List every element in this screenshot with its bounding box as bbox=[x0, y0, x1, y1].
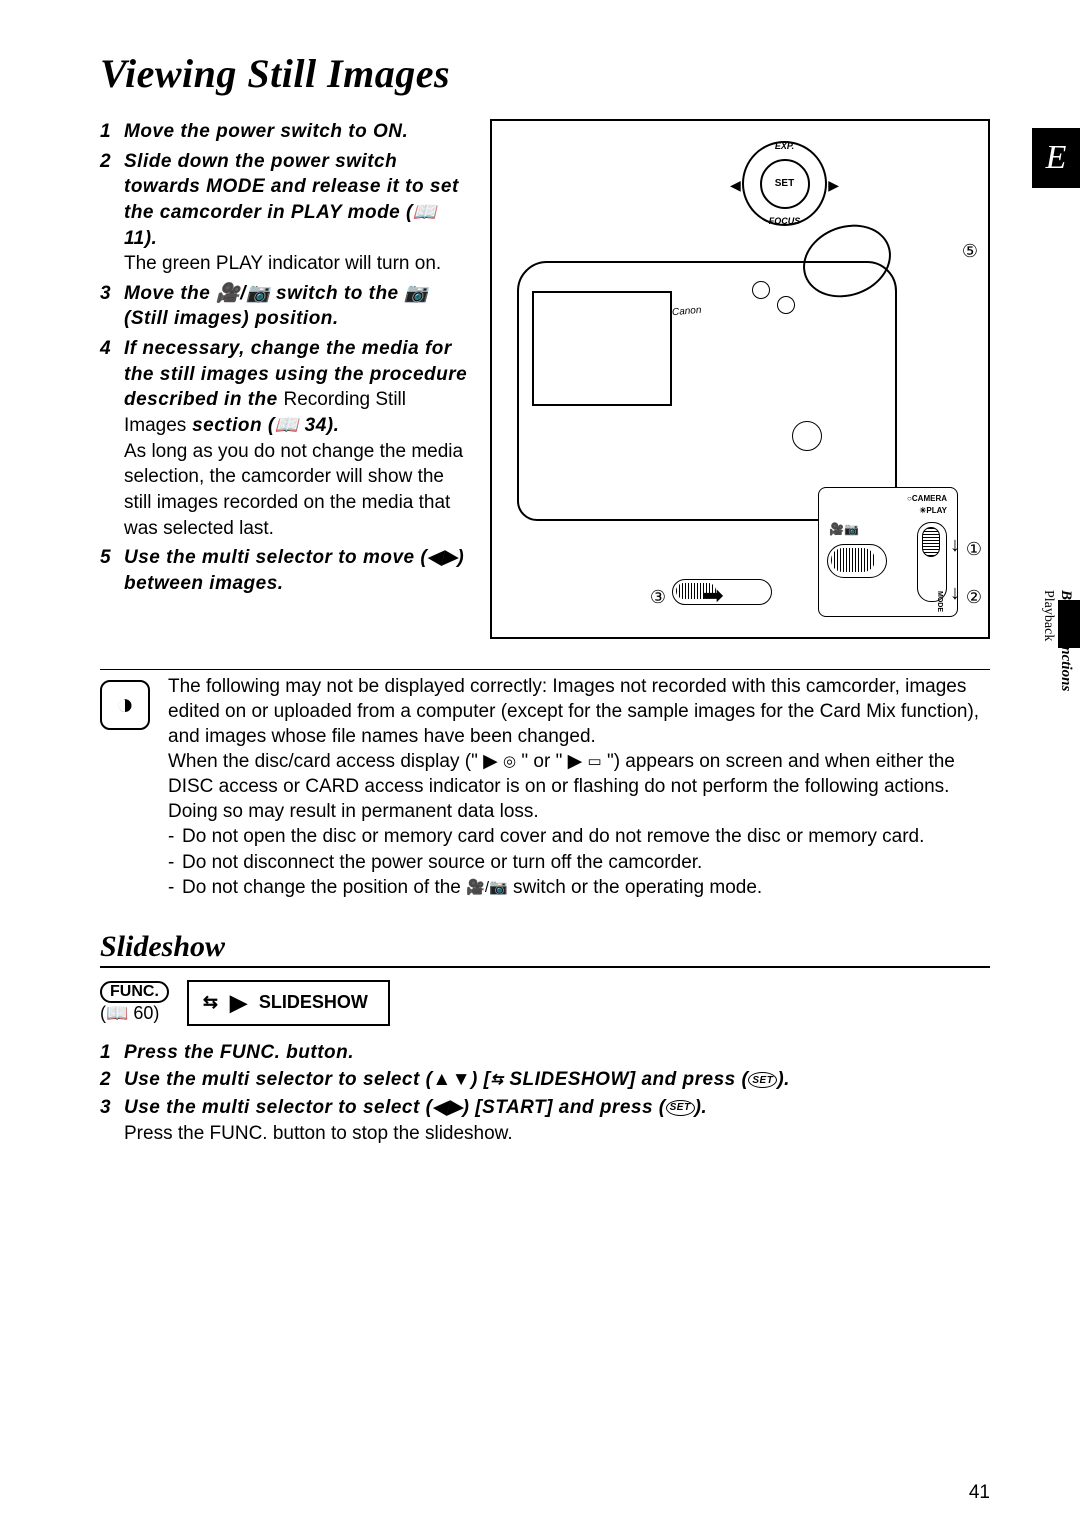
slideshow-step-2: 2 Use the multi selector to select (▲▼) … bbox=[100, 1067, 990, 1093]
set-icon: SET bbox=[666, 1100, 695, 1116]
movie-photo-icon: 🎥📷 bbox=[829, 522, 859, 536]
side-label-main: Basic Functions bbox=[1057, 590, 1074, 691]
note-item-3: Do not change the position of the 🎥/📷 sw… bbox=[168, 875, 990, 900]
slideshow-option-box: ⇆ ▶ SLIDESHOW bbox=[187, 980, 390, 1026]
func-badge: FUNC. bbox=[100, 981, 169, 1003]
right-arrow-icon: ➡ bbox=[702, 580, 724, 611]
camera-mode-label: ○CAMERA bbox=[907, 494, 947, 503]
dial-detail bbox=[792, 421, 822, 451]
slideshow-label: SLIDESHOW bbox=[259, 992, 368, 1013]
play-mode-label: ☀PLAY bbox=[919, 506, 947, 515]
step-4: 4 If necessary, change the media for the… bbox=[100, 336, 470, 541]
step-text: Use the multi selector to move (◀▶) betw… bbox=[124, 547, 464, 594]
slideshow-step-1: 1 Press the FUNC. button. bbox=[100, 1040, 990, 1066]
slider-knob bbox=[831, 548, 875, 572]
marker-2: ② bbox=[964, 587, 984, 607]
step-3: 3 Move the 🎥/📷 switch to the 📷 (Still im… bbox=[100, 281, 470, 332]
step-text: Slide down the power switch towards MODE… bbox=[124, 151, 459, 249]
note-item-1: Do not open the disc or memory card cove… bbox=[168, 824, 990, 849]
language-tab: E bbox=[1032, 128, 1080, 188]
note-item-2: Do not disconnect the power source or tu… bbox=[168, 850, 990, 875]
power-switch bbox=[917, 522, 947, 602]
set-button: SET bbox=[760, 159, 810, 209]
camcorder-screen bbox=[532, 291, 672, 406]
step-text: Use the multi selector to select (◀▶) [S… bbox=[124, 1097, 707, 1118]
marker-1: ① bbox=[964, 539, 984, 559]
disc-icon: ◎ bbox=[503, 753, 516, 770]
slideshow-step-3: 3 Use the multi selector to select (◀▶) … bbox=[100, 1095, 990, 1146]
step-text: Move the power switch to ON. bbox=[124, 121, 408, 142]
note-paragraph-1: The following may not be displayed corre… bbox=[168, 674, 990, 749]
step-number: 3 bbox=[100, 1095, 111, 1121]
focus-label: FOCUS bbox=[769, 216, 801, 226]
step-5: 5 Use the multi selector to move (◀▶) be… bbox=[100, 545, 470, 596]
step-text: Move the 🎥/📷 switch to the 📷 (Still imag… bbox=[124, 283, 429, 330]
card-icon: ▭ bbox=[587, 753, 601, 770]
page-number: 41 bbox=[969, 1482, 990, 1504]
note-body: The following may not be displayed corre… bbox=[168, 674, 990, 900]
step-1: 1 Move the power switch to ON. bbox=[100, 119, 470, 145]
swap-icon: ⇆ bbox=[490, 1071, 503, 1088]
lens-detail bbox=[752, 281, 770, 299]
right-arrow-icon: ▶ bbox=[828, 177, 839, 194]
down-arrow-icon: ↓ bbox=[950, 534, 960, 557]
func-reference: (📖 60) bbox=[100, 1003, 159, 1023]
diagram-column: EXP. FOCUS ◀ ▶ SET Canon ○CAMERA ☀PLAY M… bbox=[490, 119, 990, 639]
step-2: 2 Slide down the power switch towards MO… bbox=[100, 149, 470, 277]
steps-column: 1 Move the power switch to ON. 2 Slide d… bbox=[100, 119, 470, 639]
down-arrow-icon: ↓ bbox=[950, 582, 960, 605]
step-number: 3 bbox=[100, 281, 111, 307]
exp-label: EXP. bbox=[775, 141, 794, 151]
movie-photo-icon: 🎥/📷 bbox=[466, 879, 508, 896]
slideshow-heading: Slideshow bbox=[100, 930, 990, 968]
mode-label: MODE bbox=[936, 591, 943, 612]
step-text-tail: section (📖 34). bbox=[186, 415, 339, 436]
switch-knob bbox=[922, 527, 940, 557]
swap-icon: ⇆ bbox=[203, 992, 218, 1013]
step-detail: Press the FUNC. button to stop the slide… bbox=[124, 1123, 513, 1144]
side-label-sub: Playback bbox=[1040, 590, 1056, 641]
slideshow-steps: 1 Press the FUNC. button. 2 Use the mult… bbox=[100, 1040, 990, 1147]
step-number: 4 bbox=[100, 336, 111, 362]
multi-selector-dial: EXP. FOCUS ◀ ▶ SET bbox=[742, 141, 827, 226]
step-text: Use the multi selector to select (▲▼) [⇆… bbox=[124, 1069, 790, 1090]
marker-3: ③ bbox=[648, 587, 668, 607]
caution-icon: ◑ bbox=[100, 680, 150, 730]
main-columns: 1 Move the power switch to ON. 2 Slide d… bbox=[100, 119, 990, 639]
page-title: Viewing Still Images bbox=[100, 50, 990, 97]
step-detail: As long as you do not change the media s… bbox=[124, 441, 463, 539]
control-panel: ○CAMERA ☀PLAY MODE 🎥📷 bbox=[818, 487, 958, 617]
step-number: 1 bbox=[100, 1040, 111, 1066]
step-number: 2 bbox=[100, 149, 111, 175]
step-number: 5 bbox=[100, 545, 111, 571]
play-icon: ▶ bbox=[230, 990, 247, 1016]
func-row: FUNC. (📖 60) ⇆ ▶ SLIDESHOW bbox=[100, 980, 990, 1026]
caution-note: ◑ The following may not be displayed cor… bbox=[100, 669, 990, 900]
step-number: 1 bbox=[100, 119, 111, 145]
func-block: FUNC. (📖 60) bbox=[100, 981, 169, 1024]
left-arrow-icon: ◀ bbox=[730, 177, 741, 194]
set-icon: SET bbox=[748, 1072, 777, 1088]
step-text: Press the FUNC. button. bbox=[124, 1042, 354, 1063]
mode-slider bbox=[827, 544, 887, 578]
step-detail: The green PLAY indicator will turn on. bbox=[124, 253, 441, 274]
step-number: 2 bbox=[100, 1067, 111, 1093]
marker-5: ⑤ bbox=[960, 241, 980, 261]
note-paragraph-2: When the disc/card access display (" ▶ ◎… bbox=[168, 749, 990, 824]
camcorder-diagram: EXP. FOCUS ◀ ▶ SET Canon ○CAMERA ☀PLAY M… bbox=[490, 119, 990, 639]
lens-detail bbox=[777, 296, 795, 314]
